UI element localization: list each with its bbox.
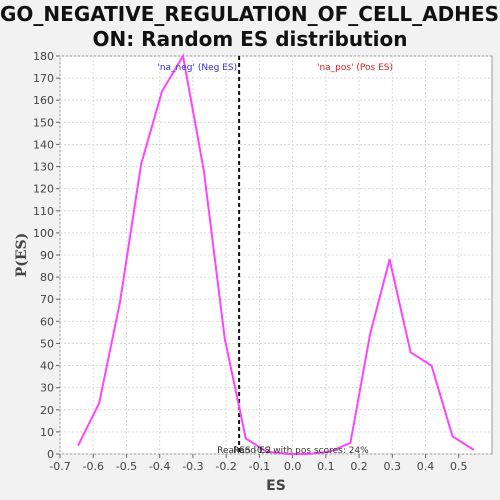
data-point (77, 444, 80, 446)
x-tick-label: -0.2 (215, 460, 236, 473)
data-point (349, 442, 352, 444)
y-tick-label: 30 (40, 382, 54, 395)
data-point (430, 364, 433, 367)
y-tick-label: 150 (33, 116, 54, 129)
data-point (388, 258, 391, 261)
data-point (409, 351, 412, 354)
data-point (286, 453, 289, 455)
x-axis-label: ES (266, 478, 286, 494)
data-point (161, 90, 163, 93)
y-tick-label: 170 (33, 72, 54, 85)
x-tick-label: 0.1 (317, 460, 335, 473)
data-point (119, 300, 121, 303)
x-tick-label: -0.6 (82, 460, 103, 473)
pos-score-annotation: Rand ES with pos scores: 24% (233, 446, 369, 456)
y-axis-label: P(ES) (14, 233, 30, 278)
y-tick-label: 40 (40, 360, 54, 373)
real-es-annotation: Real ES -0.2 (217, 446, 271, 456)
y-tick-label: 70 (40, 293, 54, 306)
x-tick-label: -0.1 (249, 460, 270, 473)
data-point (203, 170, 205, 172)
y-tick-label: 100 (33, 227, 54, 240)
series-line (77, 53, 474, 455)
x-tick-label: -0.7 (49, 460, 70, 473)
data-point (244, 437, 247, 440)
y-tick-label: 120 (33, 183, 54, 196)
y-tick-label: 60 (40, 315, 54, 328)
data-point (98, 402, 101, 404)
data-point (224, 338, 226, 340)
data-point (265, 450, 268, 453)
y-tick-label: 130 (33, 161, 54, 174)
y-tick-label: 160 (33, 94, 54, 107)
chart-title-line-2: ON: Random ES distribution (92, 27, 408, 51)
x-tick-label: 0.4 (417, 460, 435, 473)
data-point (472, 448, 475, 451)
y-tick-label: 0 (47, 448, 54, 461)
pos-es-annotation: 'na_pos' (Pos ES) (317, 63, 393, 73)
x-tick-label: -0.3 (182, 460, 203, 473)
y-tick-label: 50 (40, 337, 54, 350)
data-point (140, 163, 142, 166)
y-tick-label: 90 (40, 249, 54, 262)
data-point (369, 333, 371, 336)
data-point (451, 435, 454, 438)
x-tick-label: -0.4 (149, 460, 170, 473)
data-point (182, 55, 184, 57)
chart-title-line-1: GO_NEGATIVE_REGULATION_OF_CELL_ADHESI (0, 2, 500, 26)
x-tick-label: 0.3 (384, 460, 402, 473)
x-tick-label: -0.5 (116, 460, 137, 473)
y-tick-label: 20 (40, 404, 54, 417)
y-tick-label: 10 (40, 426, 54, 439)
neg-es-annotation: 'na_neg' (Neg ES) (157, 63, 237, 73)
x-tick-label: 0.5 (450, 460, 468, 473)
y-tick-label: 80 (40, 271, 54, 284)
y-tick-label: 180 (33, 50, 54, 63)
y-tick-label: 110 (33, 205, 54, 218)
x-tick-label: 0.0 (284, 460, 302, 473)
data-point (307, 453, 310, 455)
x-tick-label: 0.2 (350, 460, 368, 473)
y-tick-label: 140 (33, 138, 54, 151)
data-point (328, 450, 331, 453)
